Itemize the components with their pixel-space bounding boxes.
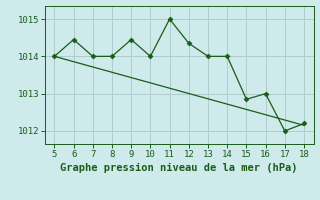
X-axis label: Graphe pression niveau de la mer (hPa): Graphe pression niveau de la mer (hPa) [60,163,298,173]
